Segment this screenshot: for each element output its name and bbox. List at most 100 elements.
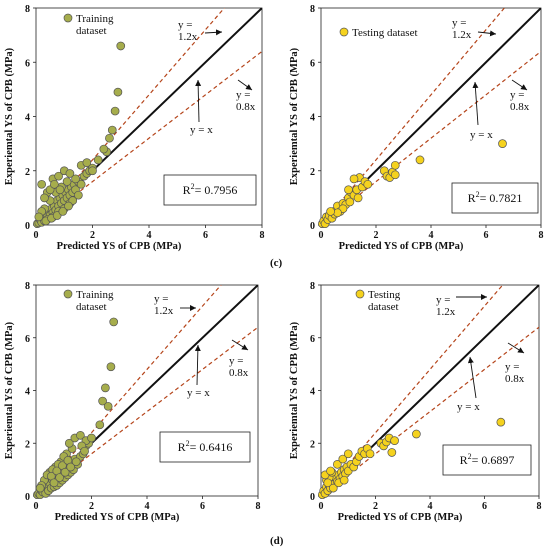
r2-box bbox=[159, 431, 251, 463]
annotation-lower-bound: 0.8x bbox=[505, 373, 525, 385]
data-point bbox=[66, 462, 76, 472]
arrow-lower bbox=[231, 339, 249, 351]
data-points bbox=[33, 317, 119, 500]
annotation-identity: y = x bbox=[457, 401, 480, 413]
y-axis-label: Experiemtal YS of CPB (MPa) bbox=[4, 321, 15, 459]
annotation-upper-bound: 1.2x bbox=[178, 31, 198, 43]
legend-marker bbox=[355, 289, 365, 299]
data-point bbox=[60, 467, 70, 477]
data-point bbox=[58, 207, 68, 216]
panel-d-bottom-left: 0 2 4 6 8 0 2 4 6 8 Predicted YS of CPB (MPa) Exper… bbox=[4, 281, 261, 523]
x-axis-label: Predicted YS of CPB (MPa) bbox=[55, 512, 180, 523]
data-point bbox=[498, 139, 507, 148]
y-tick-label: 2 bbox=[25, 167, 30, 178]
data-point bbox=[349, 174, 359, 184]
lower-bound-line bbox=[36, 326, 258, 496]
y-tick-label: 0 bbox=[25, 492, 30, 503]
data-point bbox=[339, 475, 349, 485]
panel-label-c: (c) bbox=[270, 257, 283, 269]
data-point bbox=[50, 179, 59, 189]
y-tick-label: 8 bbox=[25, 281, 30, 292]
x-tick-label: 4 bbox=[428, 501, 433, 512]
y-axis-label: Experiemtal YS of CPB (MPa) bbox=[4, 47, 15, 185]
panel-label-d: (d) bbox=[270, 535, 284, 547]
x-axis-label: Predicted YS of CPB (MPa) bbox=[339, 241, 464, 252]
data-point bbox=[37, 179, 47, 189]
x-tick-label: 4 bbox=[145, 501, 150, 512]
r2-box bbox=[442, 444, 532, 476]
data-point bbox=[71, 174, 80, 184]
lower-bound-line bbox=[36, 50, 262, 225]
arrow-lower bbox=[507, 342, 525, 354]
annotation-lower-bound: 0.8x bbox=[510, 101, 530, 113]
arrow-identity bbox=[472, 81, 479, 126]
data-points bbox=[33, 41, 126, 228]
legend-label: dataset bbox=[76, 25, 107, 37]
data-point bbox=[64, 201, 73, 211]
data-point bbox=[105, 133, 114, 143]
data-point bbox=[65, 169, 75, 178]
x-tick-label: 8 bbox=[539, 230, 544, 241]
data-point bbox=[323, 478, 333, 488]
r2-value: R2= 0.6416 bbox=[178, 439, 233, 454]
data-point bbox=[107, 125, 117, 135]
data-point bbox=[390, 170, 400, 180]
annotation-lower-bound: y = bbox=[229, 355, 243, 367]
annotation-lower-bound: y = bbox=[236, 89, 250, 101]
x-tick-label: 4 bbox=[147, 230, 152, 241]
legend-label: Training bbox=[76, 289, 114, 301]
x-tick-label: 8 bbox=[260, 230, 265, 241]
legend-marker bbox=[63, 289, 73, 299]
data-point bbox=[103, 401, 113, 411]
annotation-upper-bound: 1.2x bbox=[154, 305, 174, 317]
r2-value: R2= 0.7821 bbox=[468, 190, 523, 205]
data-point bbox=[353, 193, 363, 203]
data-point bbox=[109, 317, 119, 327]
data-point bbox=[345, 197, 355, 207]
annotation-upper-bound: 1.2x bbox=[436, 306, 456, 318]
x-tick-label: 2 bbox=[373, 501, 378, 512]
legend-label: Testing dataset bbox=[352, 27, 418, 39]
data-point bbox=[99, 144, 109, 154]
x-tick-label: 2 bbox=[90, 230, 95, 241]
annotation-lower-bound: 0.8x bbox=[236, 101, 256, 113]
x-tick-label: 8 bbox=[537, 501, 542, 512]
y-tick-label: 8 bbox=[25, 4, 30, 15]
data-point bbox=[76, 179, 86, 189]
r2-value: R2= 0.6897 bbox=[460, 452, 515, 467]
y-tick-label: 2 bbox=[310, 439, 315, 450]
data-point bbox=[328, 483, 338, 493]
data-point bbox=[55, 473, 64, 482]
data-points bbox=[318, 139, 507, 228]
data-point bbox=[326, 466, 335, 476]
upper-bound-line bbox=[36, 285, 222, 496]
y-tick-label: 2 bbox=[310, 167, 315, 178]
annotation-lower-bound: 0.8x bbox=[229, 367, 249, 379]
panel-c-top-right: 0 2 4 6 8 0 2 4 6 8 Predicted YS of CPB (MPa) Exper… bbox=[289, 4, 544, 252]
x-tick-label: 6 bbox=[203, 230, 208, 241]
x-tick-label: 0 bbox=[34, 230, 39, 241]
data-point bbox=[412, 429, 421, 439]
data-point bbox=[113, 87, 123, 97]
annotation-identity: y = x bbox=[190, 124, 213, 136]
y-tick-label: 6 bbox=[25, 58, 30, 69]
arrow-lower bbox=[511, 79, 528, 91]
annotation-identity: y = x bbox=[187, 387, 210, 399]
legend-label: dataset bbox=[368, 301, 399, 313]
y-axis-label: Experiemtal YS of CPB (MPa) bbox=[289, 321, 300, 459]
data-point bbox=[333, 460, 342, 469]
arrow-upper bbox=[477, 30, 497, 37]
upper-bound-line bbox=[321, 8, 506, 225]
annotation-upper-bound: y = bbox=[436, 294, 450, 306]
y-tick-label: 8 bbox=[310, 281, 315, 292]
data-point bbox=[64, 438, 74, 448]
data-point bbox=[80, 446, 89, 456]
x-tick-label: 0 bbox=[319, 501, 324, 512]
arrow-identity bbox=[194, 344, 201, 386]
data-point bbox=[390, 160, 400, 170]
data-point bbox=[62, 177, 72, 186]
y-tick-label: 4 bbox=[25, 113, 30, 124]
x-tick-label: 4 bbox=[429, 230, 434, 241]
lower-bound-line bbox=[321, 50, 541, 225]
data-point bbox=[98, 396, 107, 406]
